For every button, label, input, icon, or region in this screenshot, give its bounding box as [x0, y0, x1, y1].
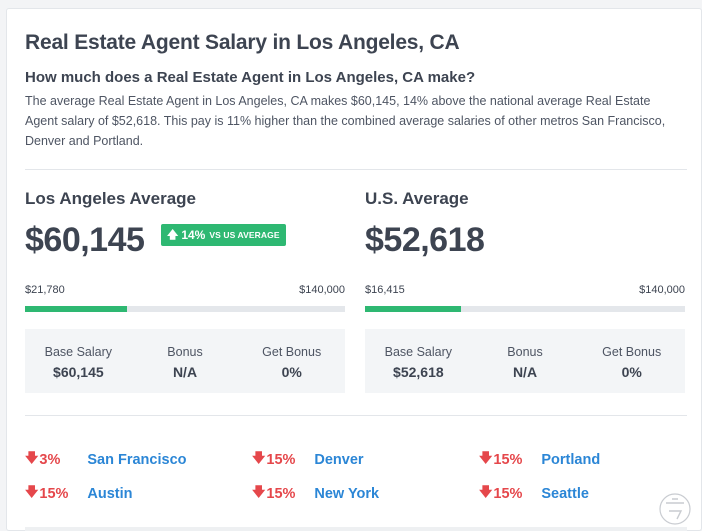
watermark-logo-icon — [659, 493, 691, 525]
stat-value: 0% — [281, 364, 302, 380]
metro-link-austin[interactable]: Austin — [87, 486, 133, 502]
arrow-down-icon: 🡇 — [479, 484, 493, 499]
metro-percent: 3% — [39, 452, 61, 468]
get-bonus-stat: Get Bonus 0% — [238, 329, 345, 393]
metro-link-new-york[interactable]: New York — [314, 486, 380, 502]
vs-us-badge: 🡅 14% VS US AVERAGE — [161, 224, 286, 246]
bonus-stat: Bonus N/A — [132, 329, 239, 393]
metro-item: 🡇 15% Austin — [25, 483, 132, 505]
range-max: $140,000 — [639, 284, 685, 296]
arrow-down-icon: 🡇 — [252, 484, 266, 499]
metro-link-seattle[interactable]: Seattle — [541, 486, 589, 502]
salary-range-fill — [365, 306, 461, 312]
salary-description: The average Real Estate Agent in Los Ang… — [25, 94, 666, 148]
stat-label: Get Bonus — [602, 345, 662, 359]
us-average-panel: U.S. Average $52,618 $16,415 $140,000 — [365, 189, 685, 312]
metro-link-san-francisco[interactable]: San Francisco — [87, 452, 187, 468]
range-min: $21,780 — [25, 284, 65, 296]
stat-label: Bonus — [507, 345, 543, 359]
local-average-value: $60,145 — [25, 221, 145, 259]
metro-link-portland[interactable]: Portland — [541, 452, 601, 468]
stat-label: Get Bonus — [262, 345, 322, 359]
range-max: $140,000 — [299, 284, 345, 296]
metro-item: 🡇 15% New York — [252, 483, 379, 505]
stat-label: Base Salary — [384, 345, 453, 359]
metro-percent: 15% — [493, 486, 523, 502]
get-bonus-stat: Get Bonus 0% — [578, 329, 685, 393]
local-breakdown: Base Salary $60,145 Bonus N/A Get Bonus … — [25, 329, 345, 393]
salary-range-fill — [25, 306, 128, 312]
metro-link-denver[interactable]: Denver — [314, 452, 364, 468]
salary-range-bar — [365, 306, 685, 312]
badge-percent: 14% — [181, 228, 206, 242]
arrow-down-icon: 🡇 — [25, 484, 39, 499]
salary-range-bar — [25, 306, 345, 312]
stat-label: Bonus — [167, 345, 203, 359]
divider — [25, 415, 687, 416]
stat-value: 0% — [621, 364, 642, 380]
us-breakdown: Base Salary $52,618 Bonus N/A Get Bonus … — [365, 329, 685, 393]
us-average-label: U.S. Average — [365, 189, 469, 208]
salary-card: Real Estate Agent Salary in Los Angeles,… — [6, 8, 702, 531]
local-average-label: Los Angeles Average — [25, 189, 197, 208]
bonus-stat: Bonus N/A — [472, 329, 579, 393]
divider — [25, 169, 687, 170]
section-subheading: How much does a Real Estate Agent in Los… — [25, 69, 476, 86]
metro-item: 🡇 15% Portland — [479, 449, 600, 471]
metro-item: 🡇 15% Seattle — [479, 483, 589, 505]
us-average-value: $52,618 — [365, 221, 485, 259]
metro-percent: 15% — [266, 486, 296, 502]
arrow-down-icon: 🡇 — [25, 450, 39, 465]
stat-value: N/A — [172, 364, 198, 380]
stat-label: Base Salary — [44, 345, 113, 359]
arrow-down-icon: 🡇 — [252, 450, 266, 465]
local-average-panel: Los Angeles Average $60,145 🡅 14% VS US … — [25, 189, 345, 312]
base-salary-stat: Base Salary $60,145 — [25, 329, 132, 393]
badge-caption: VS US AVERAGE — [209, 230, 280, 240]
metro-percent: 15% — [39, 486, 69, 502]
stat-value: N/A — [512, 364, 538, 380]
arrow-down-icon: 🡇 — [479, 450, 493, 465]
metro-percent: 15% — [266, 452, 296, 468]
metro-item: 🡇 3% San Francisco — [25, 449, 187, 471]
stat-value: $52,618 — [393, 364, 444, 380]
base-salary-stat: Base Salary $52,618 — [365, 329, 472, 393]
page-title: Real Estate Agent Salary in Los Angeles,… — [25, 31, 460, 54]
stat-value: $60,145 — [53, 364, 104, 380]
metro-item: 🡇 15% Denver — [252, 449, 364, 471]
metro-percent: 15% — [493, 452, 523, 468]
arrow-up-icon: 🡅 — [167, 228, 179, 241]
next-section-edge — [25, 527, 687, 531]
range-min: $16,415 — [365, 284, 405, 296]
